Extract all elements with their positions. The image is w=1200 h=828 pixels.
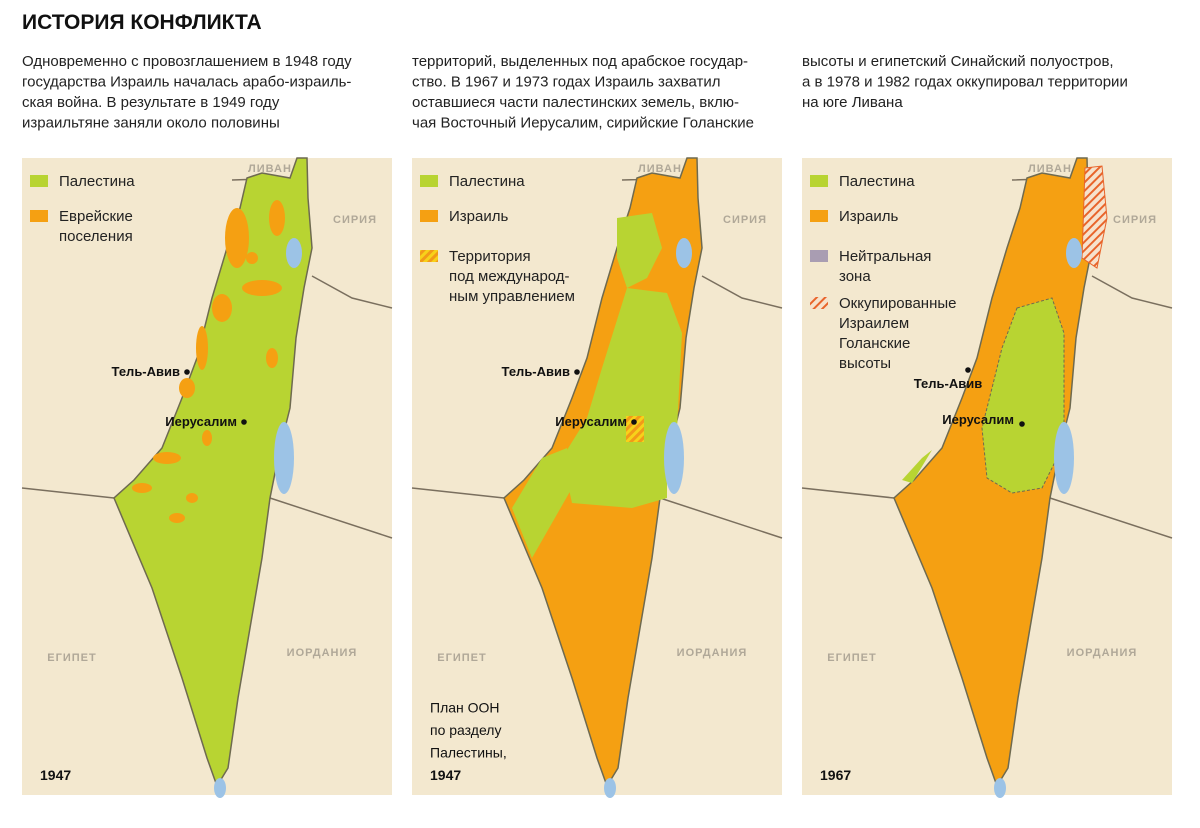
caption: План ООН [430,700,500,716]
intro-line: на юге Ливана [802,94,903,111]
legend-swatch [420,175,438,187]
legend-label: под международ- [449,268,570,285]
lake [1066,238,1082,268]
caption: 1947 [430,767,461,783]
country-label: ЛИВАН [638,163,682,175]
legend-label: Палестина [449,173,525,190]
intro-line: ство. В 1967 и 1973 годах Израиль захват… [412,74,721,91]
caption: Палестины, [430,745,507,761]
city-label: Иерусалим [165,414,237,429]
legend-label: Палестина [59,173,135,190]
map-panel: ЛИВАН СИРИЯ ЕГИПЕТ ИОРДАНИЯ Тель-Авив Иерусал… [801,157,1173,798]
intro-line: Одновременно с провозглашением в 1948 го… [22,53,352,70]
legend-label: Израиль [839,208,898,225]
lake [676,238,692,268]
west-bank [981,297,1065,494]
legend-label: Палестина [839,173,915,190]
caption: 1947 [40,767,71,783]
settlement [153,452,181,464]
arab-state [562,213,682,508]
intro-line: государства Израиль началась арабо-израи… [22,74,351,91]
title: ИСТОРИЯ КОНФЛИКТА [22,11,262,34]
settlement [196,326,208,370]
legend-label: Израиль [449,208,508,225]
settlement [225,208,249,268]
settlement [202,430,212,446]
legend-label: Еврейские [59,208,133,225]
intro-line: а в 1978 и 1982 годах оккупировал террит… [802,74,1128,91]
settlement [266,348,278,368]
legend-label: высоты [839,355,891,372]
legend-label: Нейтральная [839,248,931,265]
legend-label: ным управлением [449,288,575,305]
legend-swatch [810,175,828,187]
legend-swatch [810,210,828,222]
city-dot [184,369,190,375]
legend-label: Израилем [839,315,909,332]
city-dot [965,367,971,373]
country-label: ИОРДАНИЯ [1067,647,1138,659]
legend-swatch [810,250,828,262]
city-dot [241,419,247,425]
dead-sea [274,422,294,494]
settlement [269,200,285,236]
legend-label: Оккупированные [839,295,956,312]
lake [286,238,302,268]
legend-swatch [30,210,48,222]
city-label: Иерусалим [942,412,1014,427]
country-label: ИОРДАНИЯ [287,647,358,659]
country-label: ЛИВАН [1028,163,1072,175]
legend-label: поселения [59,228,133,245]
settlement [242,280,282,296]
country-label: ЕГИПЕТ [437,652,486,664]
intro-line: оставшиеся части палестинских земель, вк… [412,94,739,111]
settlement [212,294,232,322]
intro-line: территорий, выделенных под арабское госу… [412,53,748,70]
dead-sea [1054,422,1074,494]
country-label: ЛИВАН [248,163,292,175]
arab-state [512,448,572,558]
city-dot [1019,421,1025,427]
legend-swatch [30,175,48,187]
settlement [179,378,195,398]
dead-sea [664,422,684,494]
country-label: ИОРДАНИЯ [677,647,748,659]
caption: по разделу [430,722,501,738]
city-label: Тель-Авив [112,364,180,379]
red-sea [604,778,616,798]
legend-label: зона [839,268,871,285]
legend-swatch [810,297,828,309]
legend-label: Территория [449,248,531,265]
settlement [169,513,185,523]
map-panel: ЛИВАН СИРИЯ ЕГИПЕТ ИОРДАНИЯ Тель-Авив Иерусал… [21,157,393,798]
country-label: СИРИЯ [723,214,767,226]
city-label: Тель-Авив [502,364,570,379]
settlement [132,483,152,493]
country-label: ЕГИПЕТ [827,652,876,664]
city-dot [574,369,580,375]
country-label: СИРИЯ [1113,214,1157,226]
red-sea [994,778,1006,798]
intro-line: ская война. В результате в 1949 году [22,94,280,111]
city-label: Иерусалим [555,414,627,429]
city-dot [631,419,637,425]
caption: 1967 [820,767,851,783]
country-label: СИРИЯ [333,214,377,226]
map-panel: ЛИВАН СИРИЯ ЕГИПЕТ ИОРДАНИЯ Тель-Авив Иерусал… [411,157,783,798]
golan [1081,165,1108,269]
settlement [186,493,198,503]
intro-line: чая Восточный Иерусалим, сирийские Голан… [412,115,754,132]
legend-label: Голанские [839,335,910,352]
intro-line: израильтяне заняли около половины [22,115,280,132]
gaza [902,450,932,483]
country-label: ЕГИПЕТ [47,652,96,664]
red-sea [214,778,226,798]
international-zone [626,416,644,442]
legend-swatch [420,250,438,262]
legend-swatch [420,210,438,222]
settlement [246,252,258,264]
intro-line: высоты и египетский Синайский полуостров… [802,53,1114,70]
city-label: Тель-Авив [914,376,982,391]
